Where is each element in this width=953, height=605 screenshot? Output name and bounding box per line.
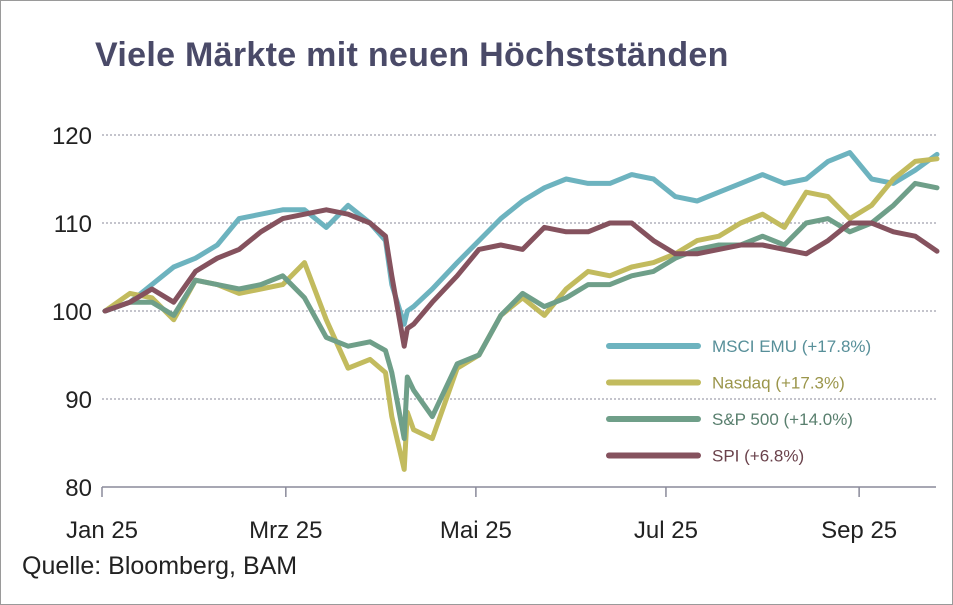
x-tick-label: Sep 25 <box>821 517 897 544</box>
x-tick-label: Jan 25 <box>66 517 138 544</box>
y-tick-label: 100 <box>52 299 92 326</box>
x-tick-label: Mai 25 <box>440 517 512 544</box>
y-tick-label: 110 <box>54 211 92 238</box>
y-tick-label: 80 <box>65 475 92 502</box>
y-tick-label: 90 <box>65 387 92 414</box>
series-line-3 <box>102 207 940 349</box>
series-line-0 <box>102 150 940 327</box>
series-line-2 <box>102 180 940 442</box>
legend-label: MSCI EMU (+17.8%) <box>712 337 871 356</box>
chart-title: Viele Märkte mit neuen Höchstständen <box>95 36 729 74</box>
x-tick-label: Mrz 25 <box>249 517 322 544</box>
x-tick-label: Jul 25 <box>634 517 698 544</box>
legend-label: S&P 500 (+14.0%) <box>712 410 853 429</box>
legend-label: Nasdaq (+17.3%) <box>712 374 845 393</box>
legend-label: SPI (+6.8%) <box>712 447 804 466</box>
source-note: Quelle: Bloomberg, BAM <box>22 552 298 580</box>
y-tick-label: 120 <box>52 123 92 150</box>
